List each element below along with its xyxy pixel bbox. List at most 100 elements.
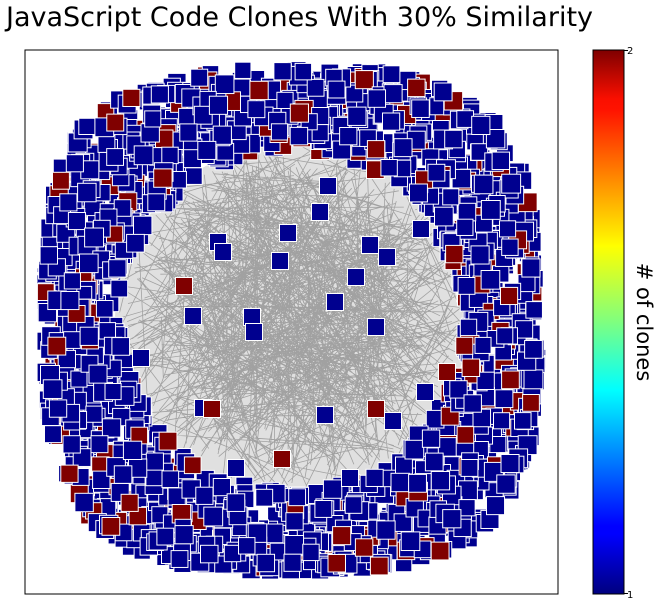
node <box>470 245 490 265</box>
node <box>126 233 145 253</box>
node <box>327 80 346 99</box>
node <box>525 301 543 319</box>
node <box>161 146 179 165</box>
node <box>455 336 474 355</box>
node <box>361 236 379 254</box>
node <box>60 464 79 483</box>
node <box>494 389 514 409</box>
node <box>327 554 347 573</box>
node <box>444 129 463 149</box>
node <box>366 140 386 159</box>
node <box>113 199 132 217</box>
node <box>170 550 189 568</box>
node <box>226 493 246 512</box>
node <box>367 89 387 108</box>
node <box>345 84 364 103</box>
node <box>354 70 374 90</box>
node <box>302 543 320 562</box>
chart-title: JavaScript Code Clones With 30% Similari… <box>6 2 594 33</box>
node <box>522 394 540 412</box>
node <box>273 62 292 81</box>
node <box>496 327 514 345</box>
node <box>276 91 294 109</box>
node <box>256 553 276 573</box>
node <box>461 358 481 378</box>
node <box>285 512 304 531</box>
node <box>110 279 129 298</box>
node <box>459 318 478 337</box>
node <box>412 220 430 238</box>
colorbar: 2 1 # of clones <box>592 46 656 601</box>
node <box>354 538 374 557</box>
node <box>421 429 441 448</box>
node <box>456 218 474 236</box>
node <box>111 337 131 356</box>
node <box>382 112 401 131</box>
node <box>145 468 164 487</box>
node <box>485 129 506 149</box>
node <box>404 439 425 460</box>
node <box>460 459 479 477</box>
node <box>499 220 517 238</box>
node <box>411 99 430 118</box>
node <box>122 88 141 107</box>
node <box>407 78 426 98</box>
node <box>95 300 114 318</box>
node <box>106 113 125 132</box>
node <box>200 544 219 564</box>
node <box>185 167 203 185</box>
node <box>430 541 450 561</box>
node <box>380 159 398 177</box>
node <box>47 336 67 356</box>
node <box>227 459 245 477</box>
node <box>270 123 289 141</box>
node <box>390 472 410 493</box>
node <box>493 412 511 430</box>
colorbar-label: # of clones <box>632 263 656 382</box>
node <box>457 277 476 295</box>
node <box>52 171 70 190</box>
node <box>59 193 78 212</box>
colorbar-tick-label-min: 1 <box>627 590 633 601</box>
node <box>480 200 501 220</box>
node <box>501 173 522 194</box>
node <box>245 323 263 341</box>
node <box>430 471 451 491</box>
node-layer <box>36 61 547 580</box>
node <box>383 84 403 104</box>
node <box>60 291 80 311</box>
node <box>39 246 59 265</box>
node <box>106 148 124 166</box>
node <box>378 248 396 266</box>
node <box>382 65 401 84</box>
node <box>456 426 475 444</box>
node <box>395 456 413 475</box>
plot-frame <box>24 49 559 595</box>
node <box>347 106 367 126</box>
node <box>212 478 232 497</box>
node <box>156 527 175 546</box>
node <box>319 177 337 195</box>
node <box>284 535 305 555</box>
node <box>376 520 396 540</box>
node <box>456 110 475 128</box>
node <box>79 326 99 346</box>
node <box>523 369 544 390</box>
node <box>214 74 235 95</box>
node <box>480 270 501 290</box>
node <box>145 452 164 471</box>
node <box>442 509 462 529</box>
node <box>289 103 309 123</box>
node <box>113 465 133 484</box>
node <box>416 383 434 401</box>
node <box>271 252 289 270</box>
node <box>133 215 153 236</box>
node <box>78 117 96 135</box>
node <box>212 125 232 145</box>
node <box>445 244 464 264</box>
node <box>273 450 291 468</box>
node <box>501 238 519 256</box>
node <box>144 110 162 128</box>
node <box>365 468 384 487</box>
